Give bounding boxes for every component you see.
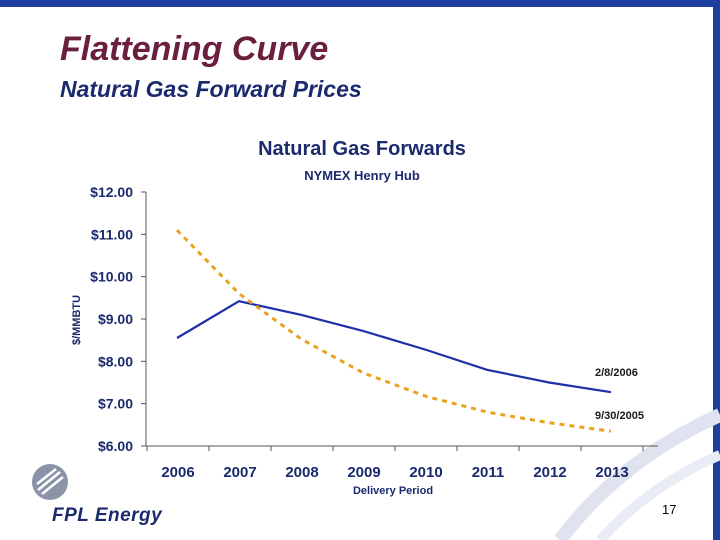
y-tick-label: $9.00 bbox=[98, 311, 133, 327]
top-frame-bar bbox=[0, 0, 720, 7]
x-tick-label: 2009 bbox=[347, 464, 380, 481]
y-tick-label: $12.00 bbox=[90, 184, 133, 200]
series-line-2-8-2006 bbox=[176, 300, 612, 394]
x-tick-label: 2010 bbox=[409, 464, 442, 481]
fpl-logo-icon bbox=[32, 464, 68, 500]
chart-title: Natural Gas Forwards bbox=[258, 138, 466, 160]
chart-subtitle: NYMEX Henry Hub bbox=[304, 168, 420, 183]
series-line-9-30-2005 bbox=[175, 229, 612, 433]
slide-title: Flattening Curve bbox=[60, 30, 329, 68]
x-tick-label: 2012 bbox=[533, 464, 566, 481]
series-end-label: 2/8/2006 bbox=[595, 367, 638, 379]
series-end-label: 9/30/2005 bbox=[595, 410, 644, 422]
y-tick-label: $10.00 bbox=[90, 269, 133, 285]
right-frame-bar bbox=[713, 0, 720, 540]
y-tick-label: $11.00 bbox=[91, 226, 133, 242]
chart-series: 2/8/2006 9/30/2005 bbox=[175, 229, 644, 433]
y-axis-label: $/MMBTU bbox=[71, 295, 83, 345]
x-tick-label: 2007 bbox=[223, 464, 256, 481]
slide-subtitle: Natural Gas Forward Prices bbox=[60, 76, 362, 102]
x-axis-label: Delivery Period bbox=[353, 485, 433, 497]
x-tick-label: 2008 bbox=[285, 464, 318, 481]
fpl-energy-logo-text: FPL Energy bbox=[52, 505, 163, 526]
x-axis-ticks: 2006 2007 2008 2009 2010 2011 2012 2013 bbox=[146, 446, 644, 481]
y-tick-label: $8.00 bbox=[98, 353, 133, 369]
y-tick-label: $6.00 bbox=[98, 438, 133, 454]
y-axis-ticks: $12.00 $11.00 $10.00 $9.00 $8.00 $7.00 $6.00 bbox=[90, 184, 146, 454]
x-tick-label: 2013 bbox=[595, 464, 628, 481]
page-number: 17 bbox=[662, 502, 677, 517]
y-tick-label: $7.00 bbox=[98, 396, 133, 412]
x-tick-label: 2011 bbox=[472, 464, 505, 481]
x-tick-label: 2006 bbox=[161, 464, 194, 481]
